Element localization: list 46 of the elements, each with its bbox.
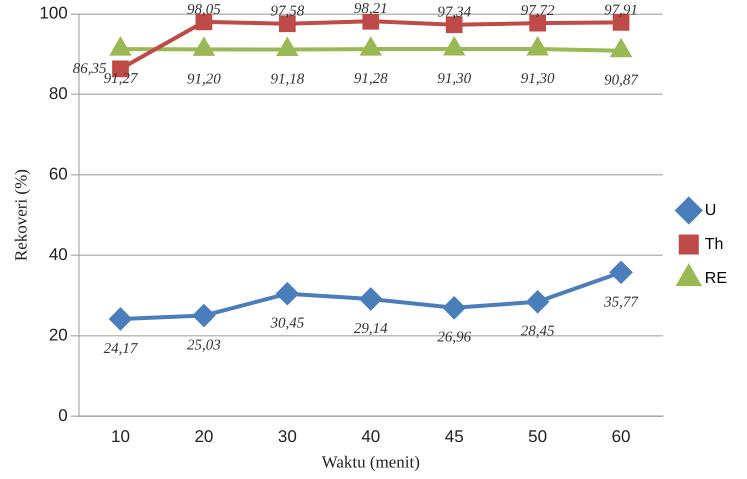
x-tick-label: 30 [278, 427, 297, 446]
data-label: 91,30 [437, 70, 472, 87]
data-label: 25,03 [187, 337, 221, 354]
legend-label: U [704, 202, 716, 219]
y-tick-label: 40 [48, 245, 68, 264]
data-label: 91,28 [354, 71, 388, 88]
data-label: 97,91 [604, 2, 638, 18]
x-tick-label: 10 [111, 427, 130, 446]
data-label: 98,21 [354, 1, 388, 18]
data-label: 30,45 [269, 316, 305, 332]
x-tick-label: 45 [444, 427, 464, 446]
data-label: 26,96 [437, 330, 472, 346]
legend-label: RE [704, 270, 728, 287]
point [360, 288, 382, 310]
data-label: 24,17 [104, 340, 139, 357]
point [192, 304, 215, 327]
y-tick-label: 80 [48, 84, 68, 104]
data-label: 29,14 [354, 320, 388, 337]
y-axis-title: Rekoveri (%) [12, 169, 31, 262]
data-label: 28,45 [520, 324, 556, 340]
x-axis-title: Waktu (menit) [322, 452, 420, 472]
x-tick-label: 40 [361, 427, 380, 446]
data-label: 90,87 [604, 72, 640, 89]
y-tick-label: 20 [48, 325, 68, 344]
x-tick-label: 50 [528, 427, 548, 446]
point [109, 308, 132, 330]
data-label: 91,20 [187, 71, 222, 88]
point [526, 290, 549, 313]
x-tick-label: 20 [194, 427, 214, 446]
y-tick-label: 60 [48, 164, 68, 184]
data-label: 91,27 [104, 71, 139, 88]
data-label: 97,72 [520, 3, 556, 20]
y-tick-label: 0 [58, 406, 68, 425]
data-label: 97,34 [437, 4, 472, 21]
point [610, 261, 632, 284]
data-label: 91,30 [520, 70, 556, 87]
data-label: 97,58 [270, 4, 305, 20]
y-tick-label: 100 [39, 4, 68, 23]
x-tick-label: 60 [612, 427, 631, 446]
legend-label: Th [704, 236, 724, 253]
data-label: 91,18 [270, 71, 305, 88]
data-label: 98,05 [187, 2, 222, 18]
data-label: 35,77 [603, 294, 640, 310]
point [276, 282, 298, 305]
point [443, 296, 466, 319]
point [362, 14, 380, 30]
